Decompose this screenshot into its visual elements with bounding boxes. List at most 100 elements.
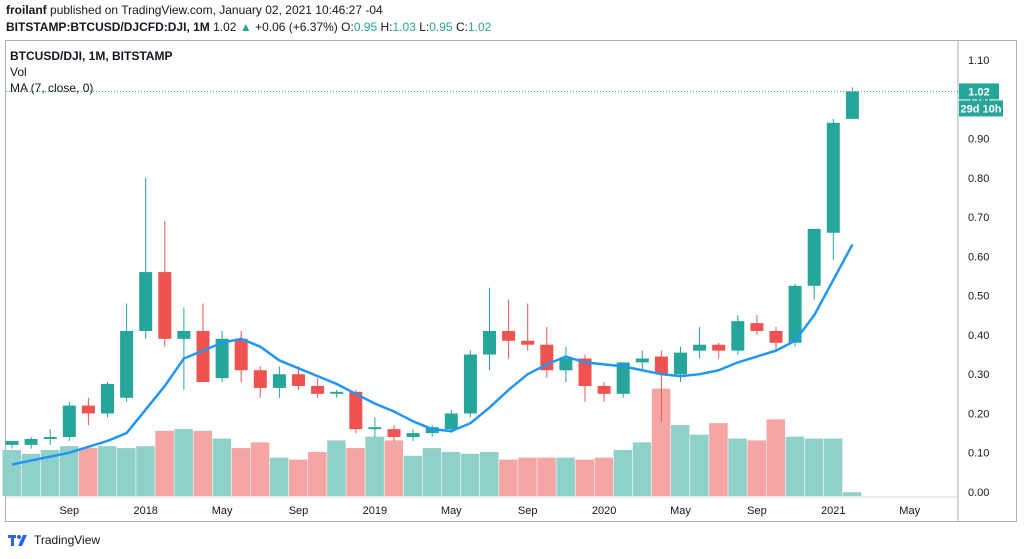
volume-bar <box>842 492 862 496</box>
volume-bar <box>537 457 556 496</box>
volume-bar <box>747 440 766 496</box>
x-tick-label: May <box>212 505 233 517</box>
y-tick-label: 0.30 <box>968 369 989 381</box>
candle-body[interactable] <box>234 338 248 371</box>
close-label: C: <box>455 20 468 34</box>
candle-body[interactable] <box>24 438 38 445</box>
volume-bar <box>212 438 232 496</box>
volume-bar <box>480 451 499 496</box>
candle-body[interactable] <box>463 354 477 414</box>
candle-body[interactable] <box>215 338 229 379</box>
candle-body[interactable] <box>253 370 267 388</box>
candle-body[interactable] <box>272 374 286 388</box>
volume-bar <box>327 440 346 496</box>
x-tick-label: Sep <box>289 505 309 517</box>
volume-bar <box>690 434 709 496</box>
candle-body[interactable] <box>387 429 401 438</box>
volume-bar <box>766 419 785 496</box>
volume-bar <box>403 455 423 496</box>
legend-title[interactable]: BTCUSD/DJI, 1M, BITSTAMP <box>10 49 173 63</box>
candle-body[interactable] <box>731 321 745 351</box>
candle-body[interactable] <box>674 352 687 375</box>
author-name[interactable]: froilanf <box>6 3 47 17</box>
volume-bar <box>231 448 251 496</box>
candle-body[interactable] <box>845 91 859 119</box>
candle-body[interactable] <box>120 330 134 398</box>
candle-body[interactable] <box>502 330 516 341</box>
candle-body[interactable] <box>368 427 382 430</box>
x-tick-label: 2018 <box>133 505 157 517</box>
candle-body[interactable] <box>693 344 707 351</box>
volume-bar <box>671 425 690 496</box>
candle-body[interactable] <box>807 228 821 286</box>
y-tick-label: 0.50 <box>968 291 989 303</box>
high-label: H: <box>380 20 393 34</box>
volume-bar <box>613 450 633 496</box>
volume-bar <box>269 457 289 496</box>
low-label: L: <box>419 20 430 34</box>
countdown-box <box>959 100 1003 117</box>
candle-body[interactable] <box>62 405 76 438</box>
countdown-value: 29d 10h <box>961 103 1002 115</box>
y-tick-label: 0.40 <box>968 330 989 342</box>
volume-bar <box>556 457 575 496</box>
y-tick-label: 0.10 <box>968 448 989 460</box>
x-tick-label: Sep <box>518 505 538 517</box>
y-tick-label: 0.80 <box>968 173 989 185</box>
candle-body[interactable] <box>101 384 114 414</box>
footer-brand[interactable]: TradingView <box>34 533 101 547</box>
candle-body[interactable] <box>654 356 668 375</box>
candle-body[interactable] <box>43 437 57 439</box>
candle-body[interactable] <box>750 323 764 331</box>
candle-body[interactable] <box>139 272 153 331</box>
volume-bar <box>78 448 98 496</box>
candle-body[interactable] <box>788 285 802 343</box>
candle-body[interactable] <box>616 362 630 394</box>
legend-volume[interactable]: Vol <box>10 65 27 79</box>
candle-body[interactable] <box>177 330 191 339</box>
volume-bar <box>193 430 212 496</box>
price-tag-box <box>959 83 999 100</box>
tradingview-logo-icon <box>8 533 28 547</box>
candle-body[interactable] <box>597 385 611 394</box>
moving-average-line <box>11 243 854 466</box>
legend-ma[interactable]: MA (7, close, 0) <box>10 81 94 95</box>
x-tick-label: 2019 <box>363 505 387 517</box>
candle-body[interactable] <box>712 344 726 351</box>
candle-body[interactable] <box>196 330 210 383</box>
candle-body[interactable] <box>578 358 592 386</box>
volume-bar <box>728 438 747 496</box>
candle-body[interactable] <box>521 340 535 345</box>
volume-bar <box>289 459 308 496</box>
volume-bar <box>709 423 728 496</box>
volume-bar <box>594 457 614 496</box>
y-tick-label: 0.00 <box>968 487 989 499</box>
footer: TradingView <box>8 533 100 547</box>
candle-body[interactable] <box>349 391 363 430</box>
candle-body[interactable] <box>406 433 420 438</box>
candle-body[interactable] <box>81 405 95 414</box>
volume-bar <box>651 388 671 496</box>
x-tick-label: May <box>670 505 691 517</box>
change-arrow-icon: ▲ <box>239 20 252 34</box>
candle-body[interactable] <box>444 413 458 430</box>
volume-bar <box>174 428 193 496</box>
candle-body[interactable] <box>158 272 172 339</box>
x-tick-label: May <box>899 505 920 517</box>
candle-body[interactable] <box>635 358 649 363</box>
candle-body[interactable] <box>826 122 840 233</box>
candle-body[interactable] <box>311 385 325 394</box>
volume-bar <box>575 459 594 496</box>
candle-body[interactable] <box>559 358 573 371</box>
x-tick-label: 2020 <box>592 505 616 517</box>
candle-body[interactable] <box>483 330 496 355</box>
volume-bar <box>804 438 824 496</box>
candle-body[interactable] <box>5 440 19 445</box>
candle-body[interactable] <box>330 391 344 394</box>
volume-bar <box>155 430 174 496</box>
chart-frame[interactable] <box>5 40 1017 522</box>
open-value: 0.95 <box>353 20 378 34</box>
candle-body[interactable] <box>769 330 783 343</box>
candle-body[interactable] <box>292 374 305 386</box>
